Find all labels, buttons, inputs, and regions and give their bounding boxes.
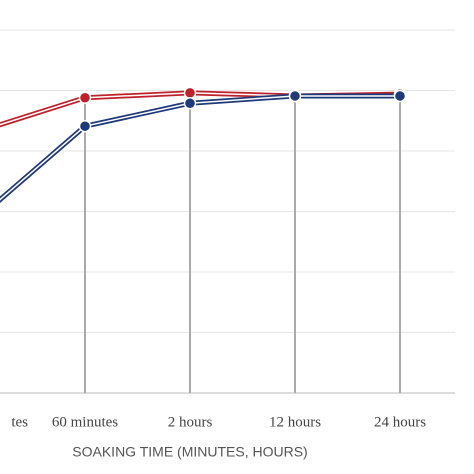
x-tick-label: 12 hours <box>269 414 321 430</box>
series-line-inner <box>0 95 400 201</box>
point <box>183 86 197 100</box>
point <box>393 89 407 103</box>
point <box>183 96 197 110</box>
x-tick-label: 2 hours <box>168 414 213 430</box>
point <box>78 119 92 133</box>
series-line <box>0 90 401 128</box>
series-line <box>0 93 400 203</box>
x-tick-label: 24 hours <box>374 414 426 430</box>
x-tick-label: 60 minutes <box>52 414 118 430</box>
x-axis-title: SOAKING TIME (MINUTES, HOURS) <box>72 444 307 460</box>
point <box>78 91 92 105</box>
point <box>288 89 302 103</box>
series-line-inner <box>0 92 401 126</box>
x-tick-label: tes <box>11 414 28 430</box>
